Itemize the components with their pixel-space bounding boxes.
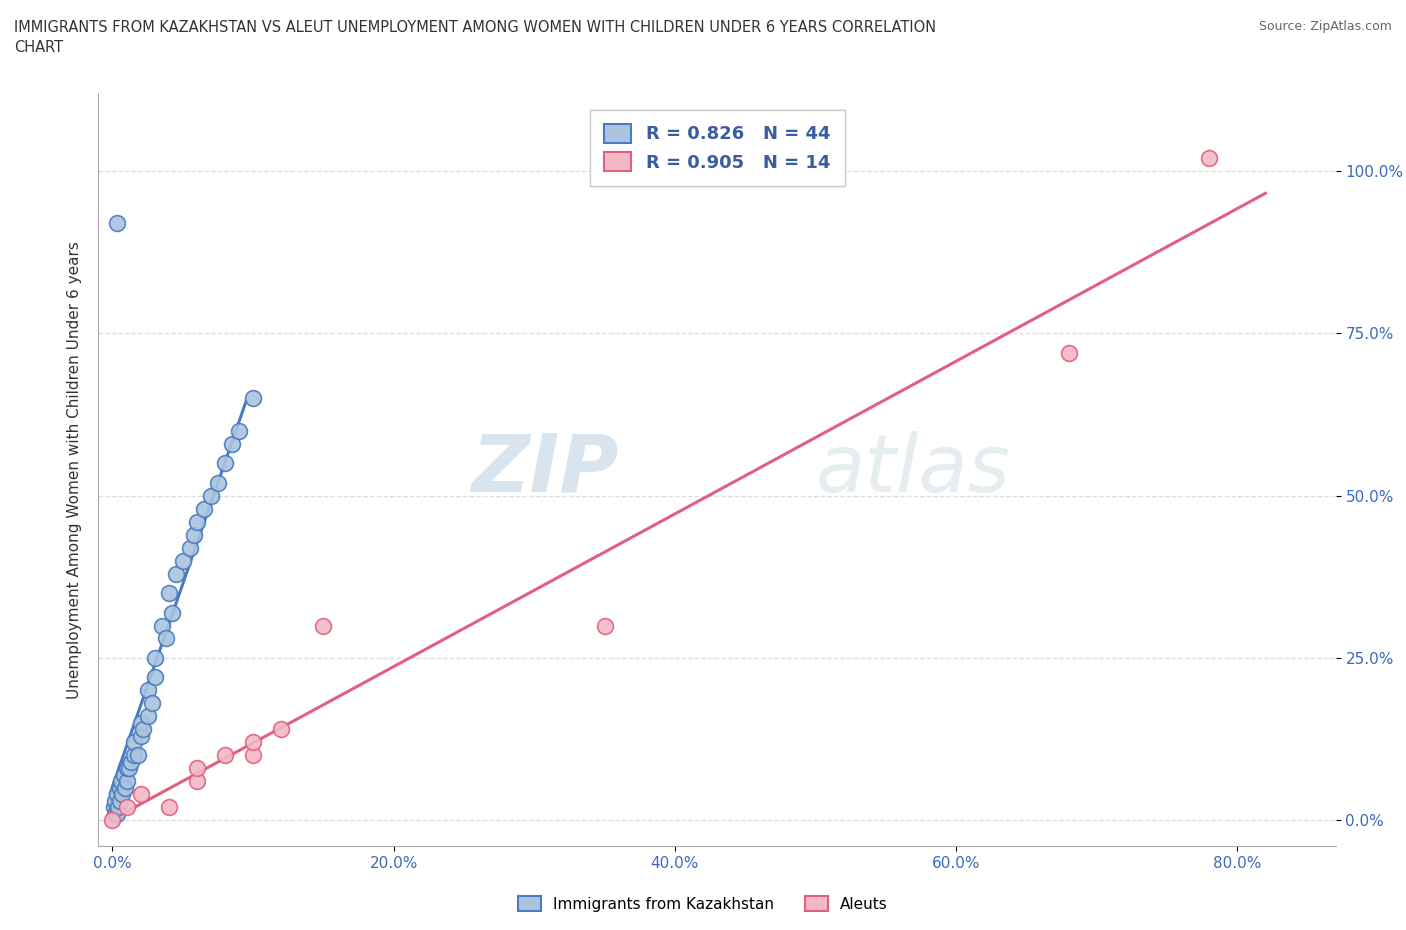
Point	[193, 501, 215, 516]
Text: ZIP: ZIP	[471, 431, 619, 509]
Point	[207, 475, 229, 490]
Point	[101, 813, 124, 828]
Point	[150, 618, 173, 633]
Point	[172, 553, 194, 568]
Point	[160, 605, 183, 620]
Point	[118, 761, 141, 776]
Point	[110, 774, 132, 789]
Text: atlas: atlas	[815, 431, 1011, 509]
Point	[157, 586, 180, 601]
Point	[108, 793, 131, 808]
Point	[186, 514, 208, 529]
Point	[114, 780, 136, 795]
Point	[242, 735, 264, 750]
Point	[129, 787, 152, 802]
Point	[214, 456, 236, 471]
Point	[141, 696, 163, 711]
Point	[221, 436, 243, 451]
Point	[115, 774, 138, 789]
Y-axis label: Unemployment Among Women with Children Under 6 years: Unemployment Among Women with Children U…	[66, 241, 82, 698]
Text: CHART: CHART	[14, 40, 63, 55]
Point	[242, 391, 264, 405]
Point	[186, 774, 208, 789]
Point	[200, 488, 222, 503]
Legend: R = 0.826   N = 44, R = 0.905   N = 14: R = 0.826 N = 44, R = 0.905 N = 14	[589, 110, 845, 186]
Point	[228, 423, 250, 438]
Point	[179, 540, 201, 555]
Point	[242, 748, 264, 763]
Point	[111, 787, 134, 802]
Point	[143, 670, 166, 684]
Point	[105, 216, 128, 231]
Point	[214, 748, 236, 763]
Point	[165, 566, 187, 581]
Point	[122, 735, 145, 750]
Point	[112, 767, 135, 782]
Point	[115, 800, 138, 815]
Point	[593, 618, 616, 633]
Point	[186, 761, 208, 776]
Point	[132, 722, 155, 737]
Point	[120, 754, 142, 769]
Point	[129, 728, 152, 743]
Point	[104, 806, 127, 821]
Point	[312, 618, 335, 633]
Point	[1198, 151, 1220, 166]
Point	[129, 715, 152, 730]
Point	[155, 631, 177, 646]
Point	[105, 787, 128, 802]
Point	[143, 651, 166, 666]
Point	[136, 683, 159, 698]
Point	[104, 793, 127, 808]
Point	[103, 800, 125, 815]
Point	[107, 800, 129, 815]
Point	[105, 806, 128, 821]
Legend: Immigrants from Kazakhstan, Aleuts: Immigrants from Kazakhstan, Aleuts	[512, 889, 894, 918]
Point	[270, 722, 292, 737]
Text: IMMIGRANTS FROM KAZAKHSTAN VS ALEUT UNEMPLOYMENT AMONG WOMEN WITH CHILDREN UNDER: IMMIGRANTS FROM KAZAKHSTAN VS ALEUT UNEM…	[14, 20, 936, 35]
Point	[122, 748, 145, 763]
Point	[108, 780, 131, 795]
Point	[136, 709, 159, 724]
Point	[183, 527, 205, 542]
Point	[115, 761, 138, 776]
Point	[127, 748, 149, 763]
Point	[157, 800, 180, 815]
Point	[1057, 345, 1080, 360]
Text: Source: ZipAtlas.com: Source: ZipAtlas.com	[1258, 20, 1392, 33]
